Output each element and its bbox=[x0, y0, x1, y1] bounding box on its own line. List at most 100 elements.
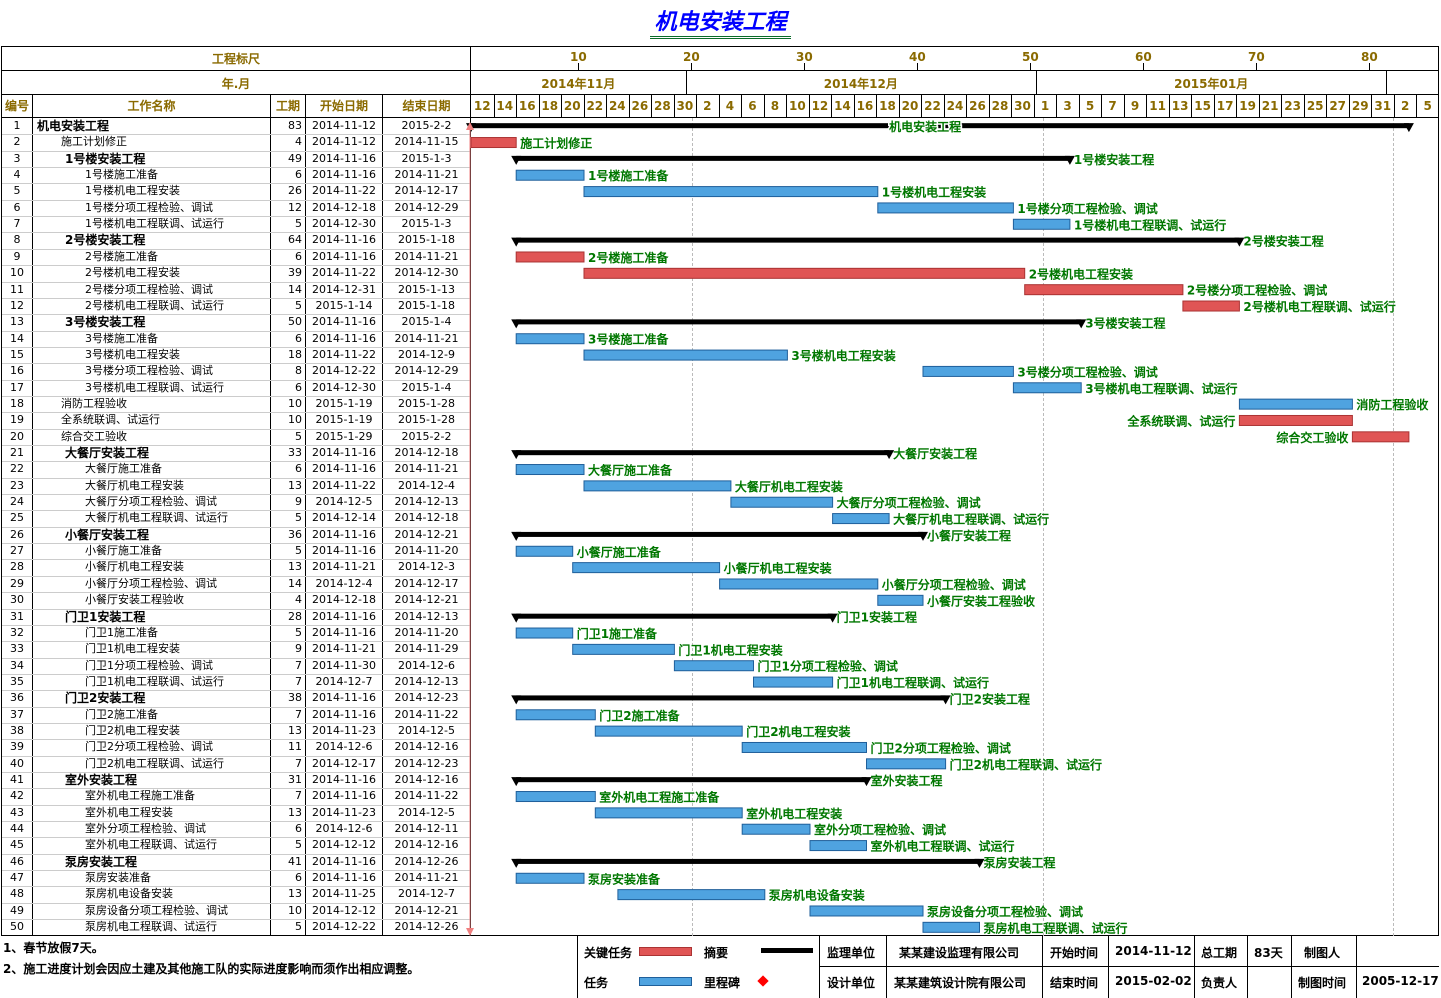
task-start-date: 2015-1-29 bbox=[315, 429, 373, 443]
day-label: 13 bbox=[1171, 99, 1189, 113]
task-id: 28 bbox=[10, 560, 24, 574]
task-end-date: 2014-12-4 bbox=[398, 478, 455, 492]
task-duration: 28 bbox=[288, 609, 302, 623]
task-name: 大餐厅机电工程安装 bbox=[85, 478, 184, 492]
task-name: 施工计划修正 bbox=[61, 135, 127, 149]
task-start-date: 2014-12-30 bbox=[312, 380, 376, 394]
day-label: 28 bbox=[653, 99, 671, 113]
day-divider bbox=[628, 95, 630, 117]
start-time-value: 2014-11-12 bbox=[1115, 944, 1192, 958]
task-name: 全系统联调、试运行 bbox=[61, 413, 160, 427]
day-label: 12 bbox=[811, 99, 829, 113]
day-label: 30 bbox=[676, 99, 694, 113]
task-name: 2号楼施工准备 bbox=[85, 249, 158, 263]
task-id: 15 bbox=[10, 347, 24, 361]
day-label: 29 bbox=[1351, 99, 1369, 113]
task-start-date: 2014-12-4 bbox=[315, 576, 373, 590]
task-end-date: 2015-1-3 bbox=[401, 151, 452, 165]
task-id: 44 bbox=[10, 822, 24, 836]
day-label: 18 bbox=[541, 99, 559, 113]
month-divider bbox=[1036, 71, 1037, 94]
task-name: 大餐厅安装工程 bbox=[65, 446, 150, 460]
task-name: 小餐厅分项工程检验、调试 bbox=[85, 576, 217, 590]
task-start-date: 2014-12-5 bbox=[315, 495, 373, 509]
task-name: 2号楼安装工程 bbox=[65, 233, 146, 248]
task-end-date: 2014-12-23 bbox=[394, 756, 459, 770]
chart-title: 机电安装工程 bbox=[650, 9, 791, 39]
day-label: 24 bbox=[608, 99, 626, 113]
ruler-tick bbox=[804, 63, 806, 70]
day-divider bbox=[696, 95, 698, 117]
day-divider bbox=[1011, 95, 1013, 117]
legend-task-label: 任务 bbox=[584, 976, 609, 990]
gantt-frame bbox=[1, 46, 1439, 936]
ruler-label: 工程标尺 bbox=[211, 52, 260, 66]
task-start-date: 2014-11-16 bbox=[312, 168, 376, 182]
task-end-date: 2015-1-18 bbox=[398, 233, 455, 247]
row-divider bbox=[2, 870, 470, 872]
task-id: 1 bbox=[13, 119, 21, 132]
day-label: 20 bbox=[563, 99, 581, 113]
task-end-date: 2014-12-29 bbox=[394, 200, 459, 214]
task-id: 4 bbox=[13, 168, 21, 182]
day-label: 23 bbox=[1284, 99, 1301, 113]
task-start-date: 2014-11-21 bbox=[312, 560, 376, 574]
task-duration: 7 bbox=[295, 707, 302, 721]
task-start-date: 2014-12-18 bbox=[312, 200, 376, 214]
month-gridline bbox=[1042, 118, 1044, 936]
task-duration: 10 bbox=[288, 396, 302, 410]
task-duration: 41 bbox=[288, 854, 302, 868]
day-divider bbox=[1168, 95, 1170, 117]
task-duration: 7 bbox=[295, 674, 302, 688]
row-divider bbox=[2, 804, 470, 806]
task-name: 泵房机电工程联调、试运行 bbox=[85, 920, 217, 934]
task-end-date: 2014-11-20 bbox=[394, 544, 459, 558]
task-duration: 13 bbox=[288, 560, 302, 574]
task-name: 2号楼分项工程检验、调试 bbox=[85, 282, 213, 296]
day-label: 2 bbox=[703, 99, 712, 113]
row-divider bbox=[2, 346, 470, 348]
task-duration: 5 bbox=[295, 838, 302, 852]
total-duration-value: 83天 bbox=[1254, 946, 1283, 960]
row-divider bbox=[2, 510, 470, 512]
task-id: 21 bbox=[10, 446, 24, 459]
task-start-date: 2015-1-14 bbox=[315, 298, 373, 312]
task-duration: 9 bbox=[295, 495, 302, 509]
task-name: 1号楼机电工程联调、试运行 bbox=[85, 217, 224, 231]
task-start-date: 2014-12-31 bbox=[312, 282, 376, 296]
table-col-divider bbox=[270, 95, 271, 936]
task-name: 1号楼施工准备 bbox=[85, 168, 158, 182]
task-duration: 12 bbox=[288, 200, 302, 214]
month-gridline bbox=[1393, 118, 1395, 936]
task-id: 22 bbox=[10, 462, 24, 476]
task-duration: 50 bbox=[288, 315, 302, 329]
row-divider bbox=[2, 788, 470, 790]
day-label: 28 bbox=[991, 99, 1009, 113]
task-start-date: 2014-11-16 bbox=[312, 691, 376, 705]
task-id: 13 bbox=[10, 315, 24, 329]
day-divider bbox=[583, 95, 585, 117]
task-end-date: 2014-11-21 bbox=[394, 871, 459, 885]
ruler-tick bbox=[1369, 63, 1371, 70]
task-end-date: 2014-11-21 bbox=[394, 249, 459, 263]
day-divider bbox=[1146, 95, 1148, 117]
task-name: 门卫1施工准备 bbox=[85, 625, 158, 639]
day-divider bbox=[921, 95, 923, 117]
row-divider bbox=[2, 722, 470, 724]
task-end-date: 2014-12-16 bbox=[394, 740, 459, 754]
task-end-date: 2014-12-29 bbox=[394, 364, 459, 378]
task-start-date: 2014-12-6 bbox=[315, 740, 373, 754]
task-end-date: 2014-11-29 bbox=[394, 642, 459, 656]
task-start-date: 2014-11-16 bbox=[312, 233, 376, 247]
task-start-date: 2014-12-22 bbox=[312, 364, 376, 378]
task-start-date: 2014-11-22 bbox=[312, 347, 376, 361]
day-label: 19 bbox=[1239, 99, 1256, 113]
task-start-date: 2014-11-16 bbox=[312, 773, 376, 786]
day-label: 25 bbox=[1306, 99, 1324, 113]
col-header-start: 开始日期 bbox=[319, 99, 368, 113]
task-name: 1号楼安装工程 bbox=[65, 151, 146, 166]
row-divider bbox=[2, 494, 470, 496]
task-name: 2号楼机电工程安装 bbox=[85, 266, 180, 280]
row-divider bbox=[2, 183, 470, 185]
day-divider bbox=[831, 95, 833, 117]
